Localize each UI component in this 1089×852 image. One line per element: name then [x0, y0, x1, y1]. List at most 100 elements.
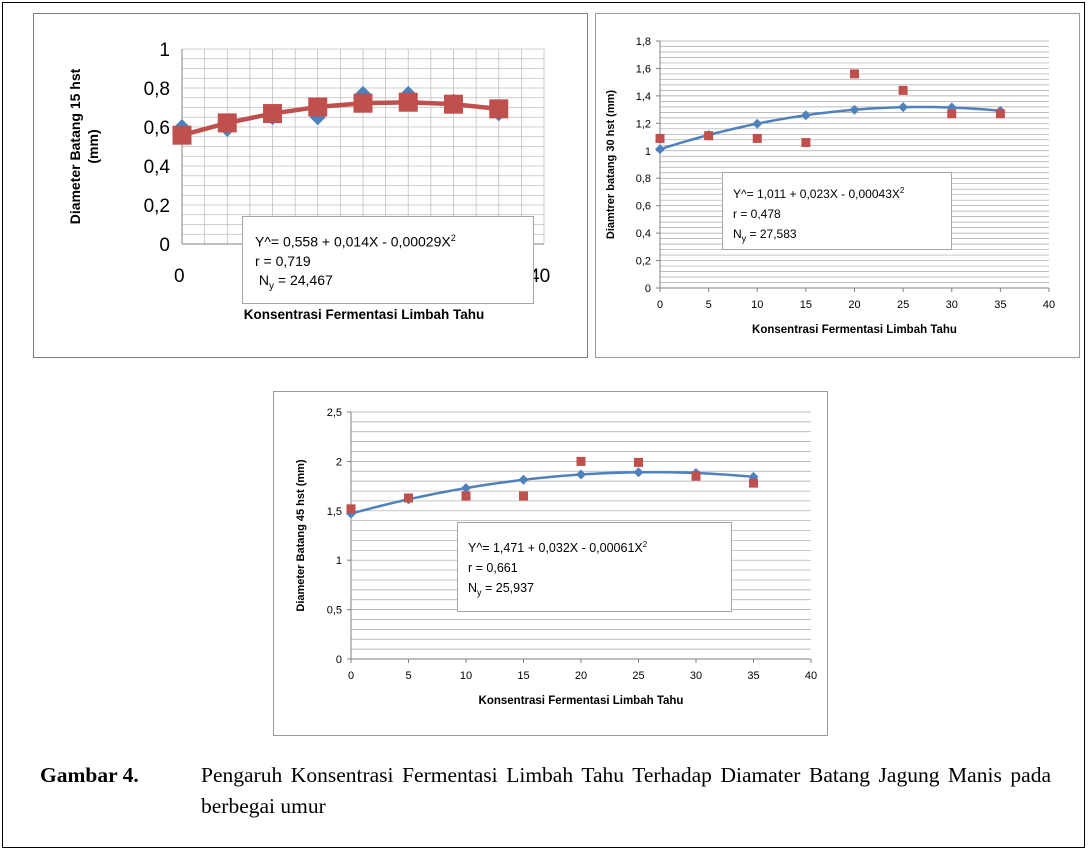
x-tick-label: 40 — [805, 670, 817, 682]
trend-line — [659, 105, 1001, 151]
x-tick-label: 30 — [946, 299, 958, 311]
caption-text: Pengaruh Konsentrasi Fermentasi Limbah T… — [201, 763, 1051, 818]
chart-panel-30hst: 0 0,2 0,4 0,6 0,8 1 1,2 1,4 1,6 1,8 0 5 10 15 20 25 30 35… — [595, 13, 1080, 358]
y-tick-label: 0,2 — [636, 256, 651, 268]
data-point — [519, 491, 528, 501]
caption-label: Gambar 4. — [40, 763, 139, 787]
x-tick-label: 15 — [517, 670, 529, 682]
x-axis-label: Konsentrasi Fermentasi Limbah Tahu — [243, 307, 485, 322]
ny-line: Ny = 27,583 — [733, 227, 797, 244]
y-tick-label: 0 — [336, 654, 342, 666]
equation-line: Y^= 1,011 + 0,023X - 0,00043X2 — [733, 186, 905, 201]
data-point — [749, 478, 758, 488]
y-tick-label: 1,8 — [636, 36, 651, 48]
x-tick-label: 0 — [174, 266, 185, 287]
chart-panel-45hst: 0 0,5 1 1,5 2 2,5 0 5 10 15 20 25 30 35 40 Konsentrasi … — [273, 391, 828, 736]
ny-line: Ny = 25,937 — [468, 581, 535, 598]
data-point — [398, 92, 418, 112]
regression-equation-box: Y^= 1,471 + 0,032X - 0,00061X2 r = 0,661… — [457, 522, 732, 612]
data-point — [461, 491, 471, 501]
y-axis-label: Diamtrer batang 30 hst (mm) — [605, 90, 617, 239]
y-axis-label: (mm) — [85, 129, 101, 163]
ny-line: Ny = 24,467 — [258, 271, 333, 292]
y-tick-label: 0 — [645, 283, 651, 295]
y-tick-label: 1,6 — [636, 63, 651, 75]
data-point — [704, 131, 714, 141]
x-tick-label: 0 — [348, 670, 354, 682]
data-point — [346, 504, 356, 514]
y-tick-label: 0,8 — [636, 173, 651, 185]
data-point — [995, 109, 1005, 119]
y-tick-label: 0,4 — [636, 228, 651, 240]
x-tick-label: 10 — [751, 299, 763, 311]
chart-15hst: 0 0,2 0,4 0,6 0,8 1 Diameter Batang 15 hst (mm) — [67, 40, 545, 256]
equation-line: Y^= 0,558 + 0,014X - 0,00029X2 — [255, 233, 456, 250]
x-tick-label: 5 — [405, 670, 411, 682]
data-point — [217, 113, 237, 133]
correlation-line: r = 0,719 — [255, 252, 311, 269]
data-point — [801, 138, 811, 148]
data-point — [800, 110, 811, 121]
data-point — [634, 457, 643, 467]
data-point — [691, 471, 701, 481]
trend-line — [350, 470, 754, 515]
data-point — [444, 94, 463, 114]
y-tick-label: 1,4 — [636, 91, 651, 103]
data-point — [655, 144, 665, 155]
x-axis-label: Konsentrasi Fermentasi Limbah Tahu — [479, 695, 684, 707]
y-tick-label: 0,4 — [144, 157, 171, 178]
data-point — [576, 456, 586, 466]
data-point — [633, 467, 644, 478]
data-point — [576, 469, 586, 480]
regression-equation-box: Y^= 0,558 + 0,014X - 0,00029X2 r = 0,719… — [242, 216, 534, 304]
data-point — [461, 483, 471, 494]
correlation-line: r = 0,478 — [733, 207, 781, 221]
y-tick-label: 0,6 — [636, 201, 651, 213]
y-axis-label: Diameter Batang 45 hst (mm) — [295, 459, 307, 612]
data-point — [353, 93, 373, 113]
x-tick-label: 0 — [657, 299, 663, 311]
y-tick-label: 1,2 — [636, 118, 651, 130]
y-tick-label: 0,6 — [144, 118, 170, 139]
x-tick-label: 20 — [848, 299, 860, 311]
y-tick-label: 1 — [645, 146, 651, 158]
y-tick-label: 0,2 — [144, 196, 170, 217]
x-axis-label: Konsentrasi Fermentasi Limbah Tahu — [752, 324, 957, 336]
data-point — [849, 104, 860, 115]
data-point — [898, 102, 909, 113]
data-point — [850, 69, 859, 79]
correlation-line: r = 0,661 — [468, 561, 518, 576]
x-tick-label: 10 — [460, 670, 472, 682]
data-point — [404, 493, 413, 503]
data-point — [947, 109, 957, 119]
data-point — [518, 474, 529, 485]
data-point — [263, 104, 282, 124]
y-tick-label: 1 — [159, 40, 170, 61]
y-tick-label: 0 — [159, 235, 170, 256]
x-tick-label: 5 — [706, 299, 712, 311]
data-point — [748, 471, 759, 482]
chart-panel-15hst: 0 0,2 0,4 0,6 0,8 1 Diameter Batang 15 hst (mm)… — [33, 13, 588, 358]
data-point — [898, 85, 908, 95]
x-tick-label: 35 — [747, 670, 759, 682]
data-point — [655, 133, 665, 143]
y-axis-label: Diameter Batang 15 hst — [67, 68, 83, 224]
equation-line: Y^= 1,471 + 0,032X - 0,00061X2 — [468, 540, 648, 556]
data-point — [489, 99, 509, 119]
y-tick-label: 0,8 — [144, 79, 170, 100]
x-tick-label: 40 — [1043, 299, 1055, 311]
y-tick-label: 1,5 — [327, 506, 342, 518]
x-tick-label: 25 — [897, 299, 909, 311]
y-tick-label: 2,5 — [327, 407, 342, 419]
x-tick-label: 30 — [690, 670, 702, 682]
x-tick-label: 40 — [529, 266, 551, 287]
x-tick-label: 25 — [632, 670, 644, 682]
y-tick-label: 2 — [336, 456, 342, 468]
y-tick-label: 1 — [336, 555, 342, 567]
y-tick-label: 0,5 — [327, 605, 342, 617]
data-point — [308, 97, 328, 117]
x-tick-label: 20 — [575, 670, 587, 682]
chart-30hst: 0 0,2 0,4 0,6 0,8 1 1,2 1,4 1,6 1,8 0 5 10 15 20 25 30 35… — [605, 36, 1055, 336]
regression-equation-box: Y^= 1,011 + 0,023X - 0,00043X2 r = 0,478… — [722, 172, 952, 250]
